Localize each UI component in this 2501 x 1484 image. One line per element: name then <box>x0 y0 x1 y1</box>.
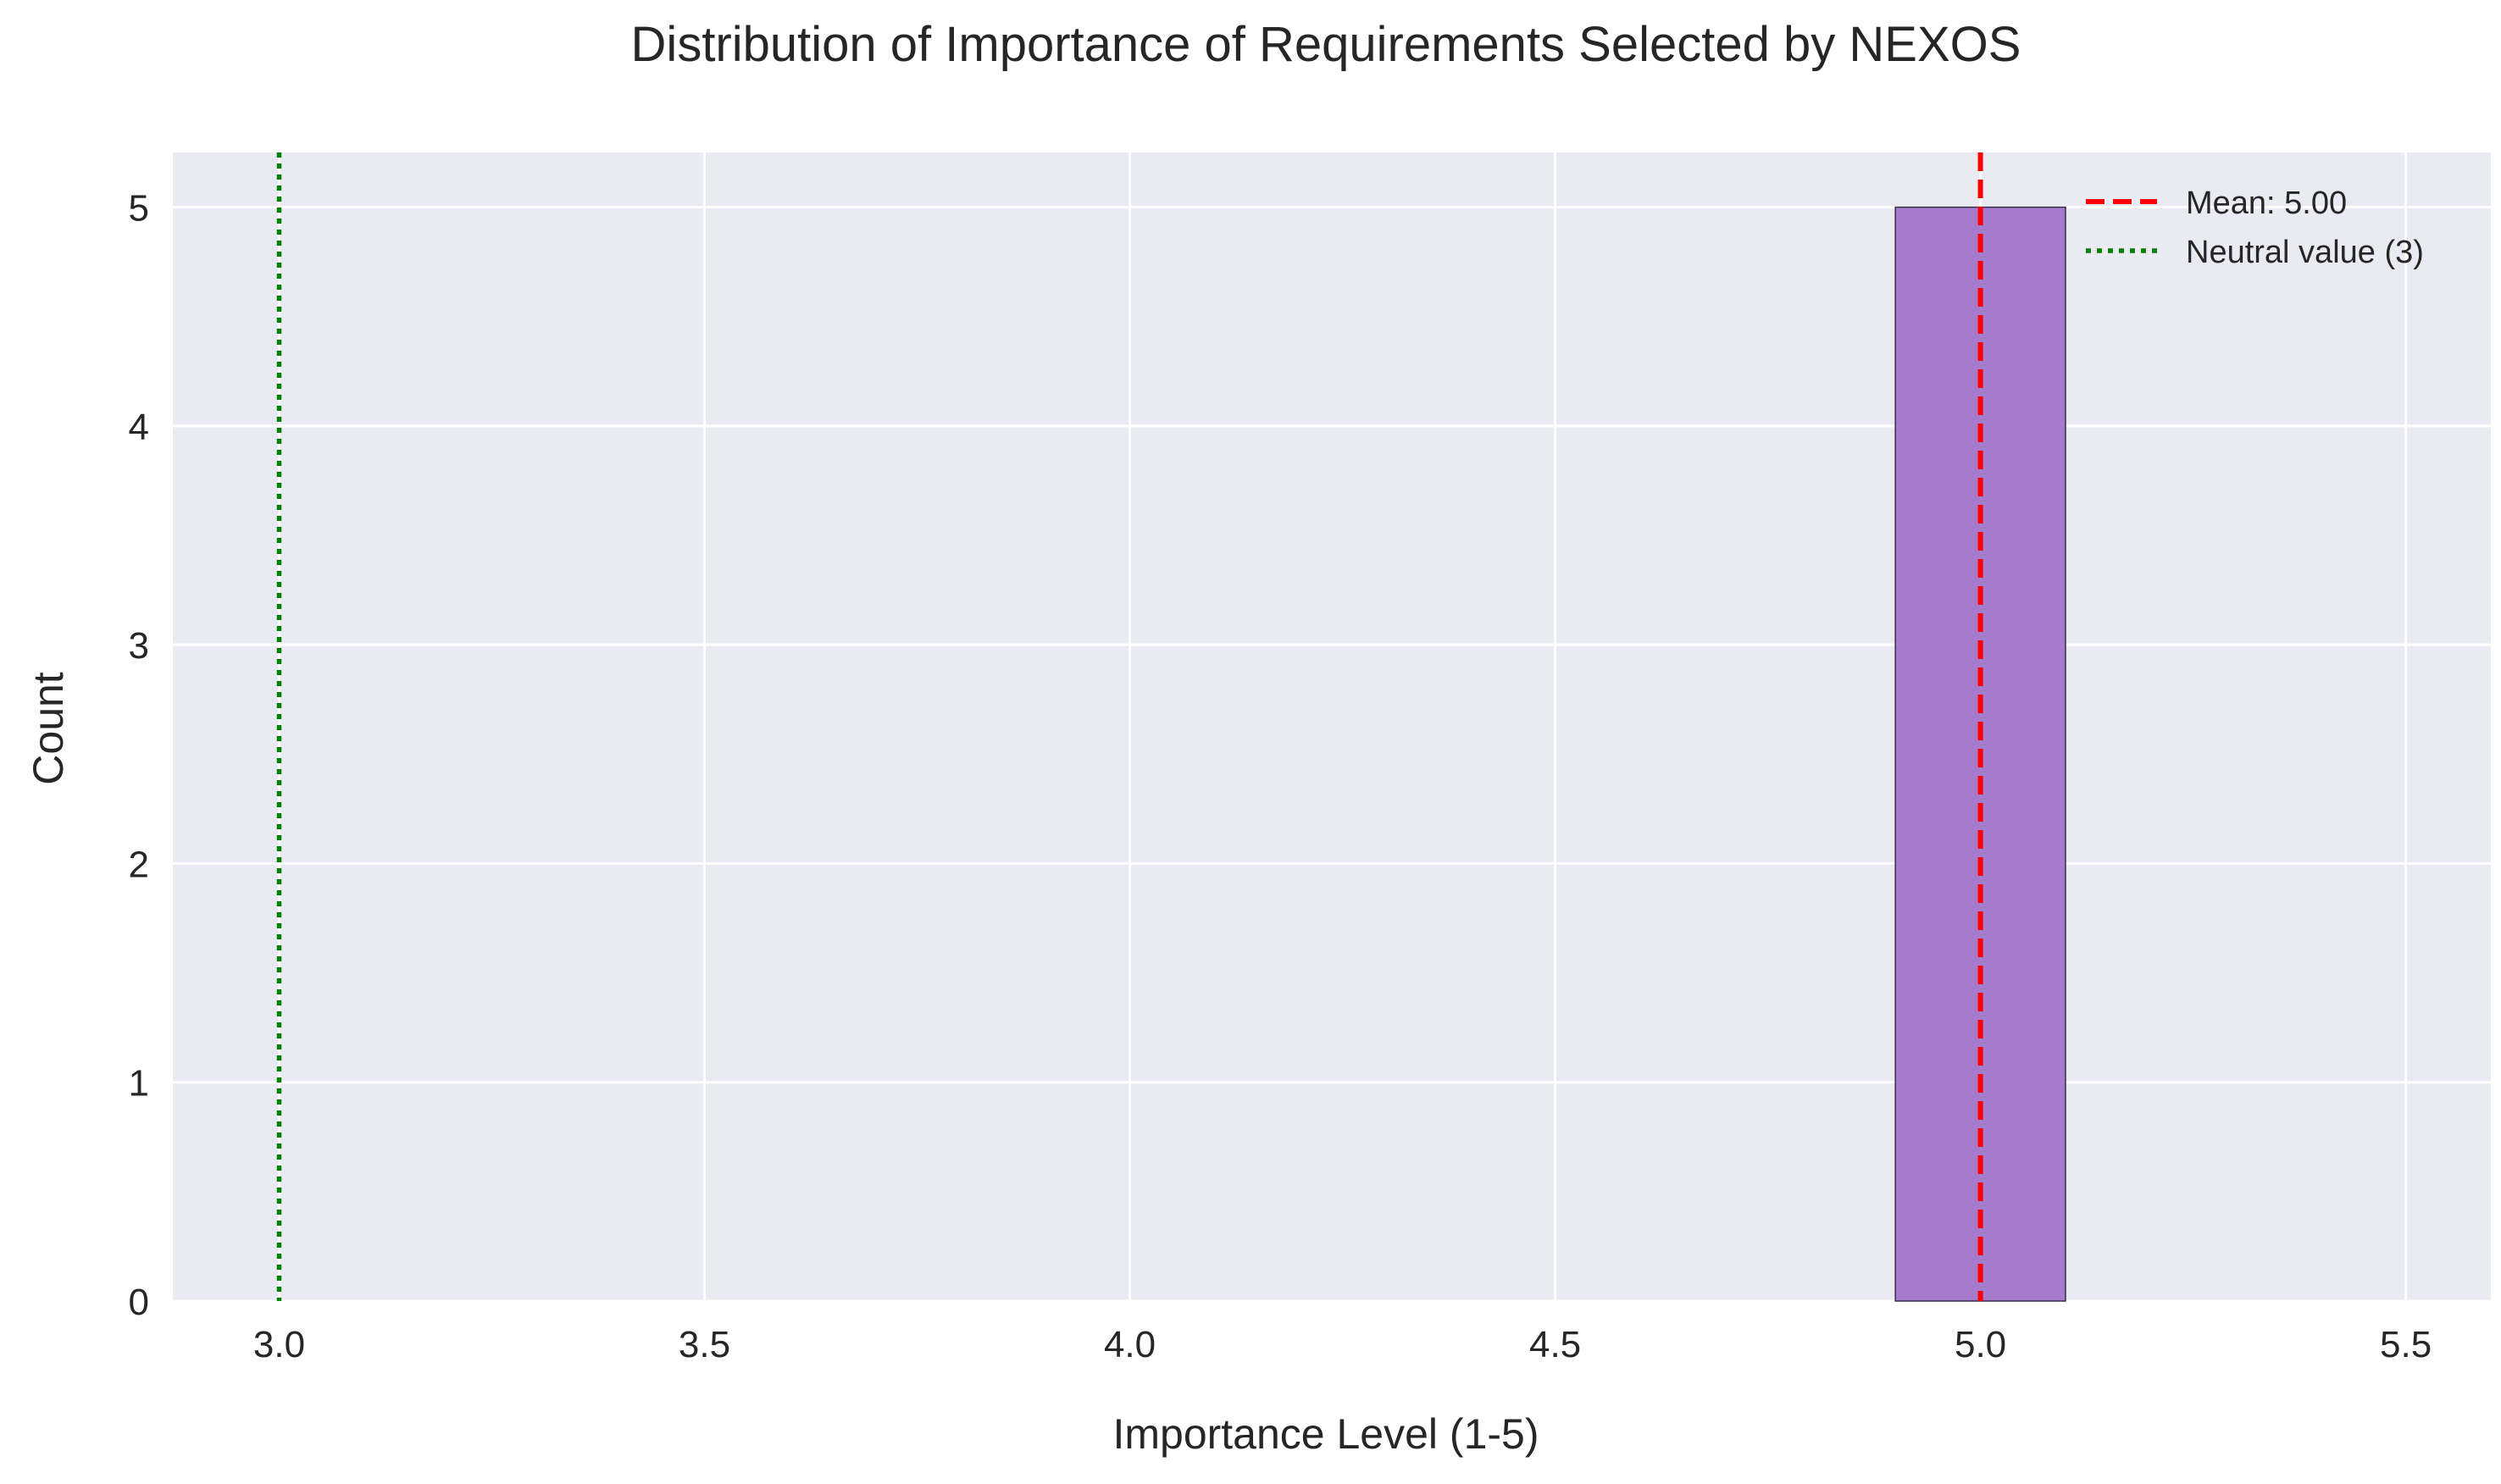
y-tick-label: 4 <box>129 407 149 448</box>
chart-title: Distribution of Importance of Requiremen… <box>631 17 2021 72</box>
x-tick-label: 4.0 <box>1104 1324 1156 1365</box>
x-tick-label: 3.5 <box>679 1324 730 1365</box>
x-tick-label: 3.0 <box>253 1324 305 1365</box>
y-tick-label: 2 <box>129 844 149 885</box>
x-tick-label: 5.5 <box>2380 1324 2432 1365</box>
y-tick-label: 5 <box>129 188 149 230</box>
x-tick-label: 5.0 <box>1955 1324 2006 1365</box>
x-tick-label: 4.5 <box>1529 1324 1581 1365</box>
axis-ticks: 3.0 3.5 4.0 4.5 5.0 5.5 0 1 2 3 4 5 <box>129 188 2432 1365</box>
x-axis-label: Importance Level (1-5) <box>1112 1410 1539 1458</box>
y-tick-label: 1 <box>129 1063 149 1105</box>
legend-label-1: Neutral value (3) <box>2186 235 2424 270</box>
legend: Mean: 5.00 Neutral value (3) <box>2086 186 2424 270</box>
legend-label-0: Mean: 5.00 <box>2186 186 2347 221</box>
y-tick-label: 0 <box>129 1282 149 1323</box>
reference-lines <box>276 152 1983 1301</box>
y-tick-label: 3 <box>129 625 149 667</box>
plot-area <box>173 152 2491 1301</box>
y-axis-label: Count <box>25 672 72 785</box>
